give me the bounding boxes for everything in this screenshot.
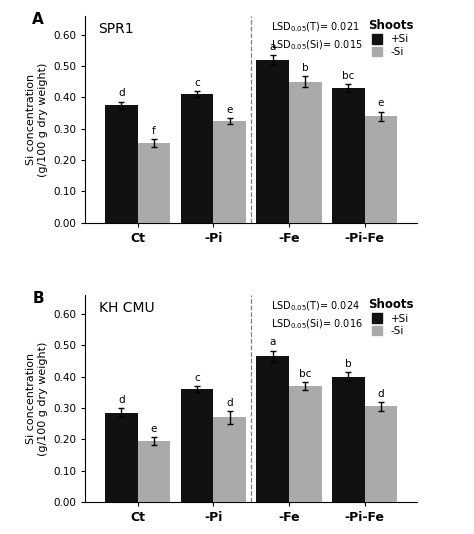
Bar xyxy=(256,60,289,223)
Text: d: d xyxy=(378,389,384,398)
Text: bc: bc xyxy=(342,71,355,81)
Bar xyxy=(289,386,322,502)
Bar xyxy=(213,121,246,223)
Bar xyxy=(365,116,397,223)
Text: LSD$_{0.05}$(T)= 0.021
LSD$_{0.05}$(Si)= 0.015: LSD$_{0.05}$(T)= 0.021 LSD$_{0.05}$(Si)=… xyxy=(271,20,363,52)
Bar xyxy=(138,441,170,502)
Text: e: e xyxy=(151,424,157,434)
Y-axis label: Si concentration
(g/100 g dry weight): Si concentration (g/100 g dry weight) xyxy=(26,341,48,456)
Text: c: c xyxy=(194,373,200,383)
Bar xyxy=(332,376,365,502)
Bar xyxy=(332,88,365,223)
Text: SPR1: SPR1 xyxy=(99,22,134,36)
Text: e: e xyxy=(378,98,384,108)
Text: a: a xyxy=(270,337,276,348)
Text: d: d xyxy=(118,89,125,98)
Text: d: d xyxy=(227,398,233,408)
Bar xyxy=(289,82,322,223)
Bar xyxy=(181,389,213,502)
Bar xyxy=(105,413,138,502)
Text: B: B xyxy=(32,291,44,306)
Text: b: b xyxy=(302,63,309,73)
Text: a: a xyxy=(270,42,276,52)
Bar xyxy=(181,95,213,223)
Bar xyxy=(365,406,397,502)
Text: e: e xyxy=(227,105,233,115)
Text: d: d xyxy=(118,395,125,405)
Bar xyxy=(256,356,289,502)
Text: KH CMU: KH CMU xyxy=(99,301,154,316)
Text: f: f xyxy=(152,126,156,136)
Bar xyxy=(213,418,246,502)
Text: bc: bc xyxy=(299,369,311,379)
Y-axis label: Si concentration
(g/100 g dry weight): Si concentration (g/100 g dry weight) xyxy=(26,62,48,177)
Text: A: A xyxy=(32,12,44,27)
Text: LSD$_{0.05}$(T)= 0.024
LSD$_{0.05}$(Si)= 0.016: LSD$_{0.05}$(T)= 0.024 LSD$_{0.05}$(Si)=… xyxy=(271,300,363,332)
Text: b: b xyxy=(345,359,352,369)
Bar xyxy=(105,105,138,223)
Text: c: c xyxy=(194,78,200,88)
Bar xyxy=(138,143,170,223)
Legend: +Si, -Si: +Si, -Si xyxy=(365,17,415,59)
Legend: +Si, -Si: +Si, -Si xyxy=(365,296,415,338)
